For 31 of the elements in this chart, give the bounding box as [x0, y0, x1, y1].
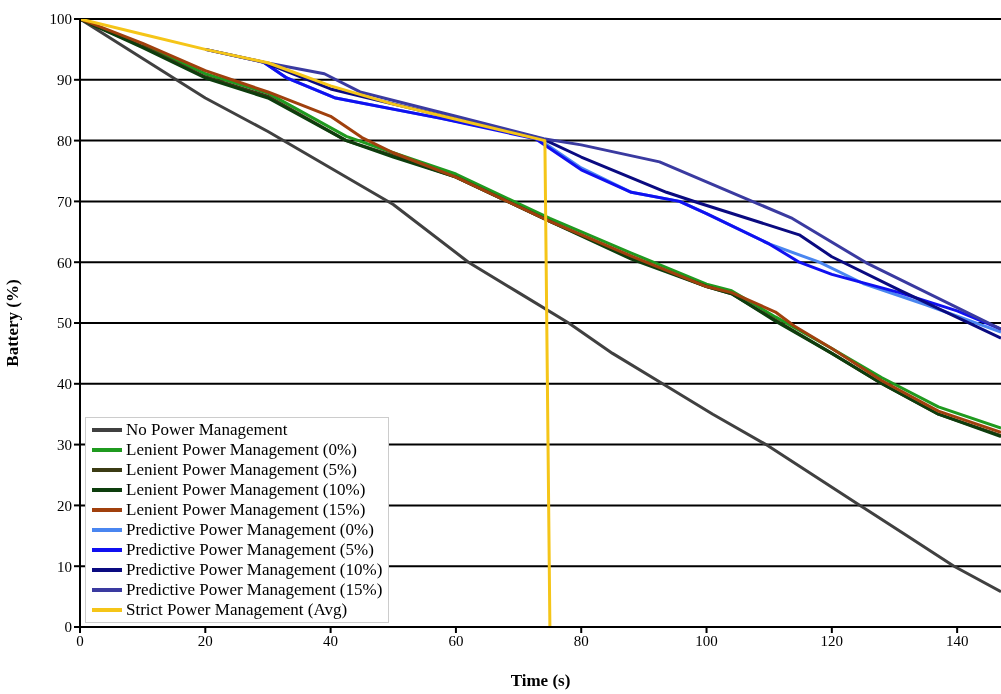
- y-tick-label: 70: [57, 193, 72, 210]
- legend-label: Predictive Power Management (10%): [126, 560, 383, 580]
- y-tick-label: 30: [57, 436, 72, 453]
- legend-label: Predictive Power Management (0%): [126, 520, 374, 540]
- y-tick-label: 20: [57, 497, 72, 514]
- y-tick-label: 80: [57, 132, 72, 149]
- x-tick-label: 140: [945, 632, 969, 649]
- legend-label: Lenient Power Management (0%): [126, 440, 357, 460]
- y-tick-label: 0: [64, 619, 72, 636]
- legend-label: Lenient Power Management (10%): [126, 480, 366, 500]
- x-axis-title: Time (s): [510, 671, 571, 690]
- x-tick-label: 80: [573, 632, 589, 649]
- y-tick-label: 90: [57, 72, 72, 89]
- legend-label: Predictive Power Management (5%): [126, 540, 374, 560]
- x-tick-label: 60: [448, 632, 464, 649]
- x-tick-label: 40: [323, 632, 339, 649]
- legend-label: Lenient Power Management (5%): [126, 460, 357, 480]
- y-tick-label: 10: [57, 558, 72, 575]
- y-tick-label: 100: [49, 11, 72, 28]
- x-tick-label: 20: [197, 632, 213, 649]
- x-tick-label: 120: [820, 632, 844, 649]
- legend-label: No Power Management: [126, 420, 288, 440]
- y-axis-title: Battery (%): [3, 279, 23, 367]
- legend-label: Predictive Power Management (15%): [126, 580, 383, 600]
- legend-label: Strict Power Management (Avg): [126, 600, 348, 620]
- x-tick-label: 0: [76, 632, 84, 649]
- y-tick-label: 50: [57, 315, 72, 332]
- legend-label: Lenient Power Management (15%): [126, 500, 366, 520]
- y-tick-label: 60: [57, 254, 72, 271]
- x-tick-label: 100: [695, 632, 718, 649]
- y-tick-label: 40: [57, 376, 72, 393]
